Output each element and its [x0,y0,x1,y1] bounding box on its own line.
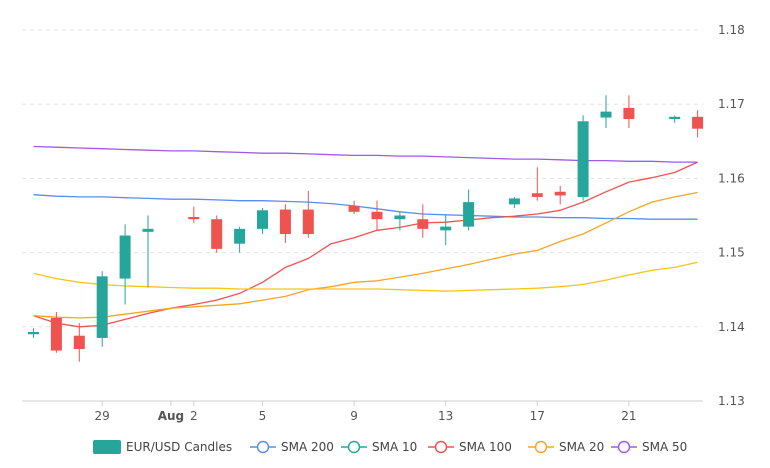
candle [417,204,429,238]
legend-item[interactable]: SMA 50 [611,440,687,454]
candle-body [669,116,681,120]
legend-label: SMA 20 [559,440,604,454]
candle [279,204,291,243]
candle-body [531,193,543,197]
legend-item[interactable]: EUR/USD Candles [93,440,232,454]
candle [188,206,200,223]
candle-body [188,216,200,220]
candle [73,323,85,362]
candle-body [142,228,154,232]
legend-swatch-marker [617,440,631,454]
candle [531,167,543,201]
axis-layer: 1.18 1.17 1.16 1.15 1.14 1.13 29 Aug 2 5 9 13 17 21 [22,23,745,423]
x-tick-label: 13 [438,409,453,423]
candle-body [119,235,131,279]
candle [234,226,246,253]
candle [394,211,406,231]
candle-body [348,205,360,212]
candle [119,224,131,305]
candle [28,328,39,338]
candle-body [463,202,475,227]
series-line-sma-200 [33,194,698,220]
candle-body [692,116,704,129]
series-line-sma-20 [33,191,698,319]
legend-label: SMA 200 [281,440,334,454]
candle [257,208,268,235]
y-tick-label: 1.16 [718,171,745,185]
legend-item[interactable]: SMA 20 [528,440,604,454]
legend: EUR/USD Candles SMA 200 SMA 10 SMA 100 SMA 2… [93,440,687,454]
candle [50,311,62,353]
y-tick-label: 1.14 [718,320,745,334]
legend-label: SMA 10 [372,440,417,454]
candle-body [234,228,246,244]
candle [211,215,223,253]
legend-swatch-marker [256,440,270,454]
candle-body [554,191,566,196]
sma-layer [33,145,698,328]
candle [463,189,475,231]
candle [692,110,704,138]
candle [440,215,452,246]
candle [577,115,589,201]
legend-swatch-marker [434,440,448,454]
x-tick-label: Aug [158,409,184,423]
y-tick-label: 1.18 [718,23,745,37]
candle-body [211,219,223,249]
y-tick-label: 1.17 [718,97,745,111]
candle [96,271,108,347]
candle [600,95,612,128]
candle-body [440,226,452,231]
legend-swatch-marker [347,440,361,454]
legend-swatch [93,440,121,454]
candle [348,200,360,215]
candle-body [417,219,429,229]
candle-layer [28,95,704,362]
legend-swatch-marker [534,440,548,454]
candle-body [279,209,291,235]
candle [669,115,681,123]
series-line-sma-100 [33,161,698,328]
y-tick-label: 1.15 [718,246,745,260]
candle [623,95,635,128]
candle-body [371,211,383,220]
candle-body [394,215,406,220]
x-tick-label: 9 [350,409,358,423]
legend-item[interactable]: SMA 100 [428,440,512,454]
legend-label: EUR/USD Candles [126,440,232,454]
x-tick-label: 2 [190,409,198,423]
candle-body [73,335,85,350]
candle [554,185,566,205]
legend-label: SMA 100 [459,440,512,454]
candle-body [623,107,635,120]
legend-item[interactable]: SMA 10 [341,440,417,454]
candle-body [577,121,589,197]
candle [302,191,314,238]
candle [508,196,520,209]
candle-body [96,276,108,338]
x-tick-label: 29 [95,409,110,423]
candle-body [508,198,520,205]
x-tick-label: 17 [530,409,545,423]
x-tick-label: 5 [259,409,267,423]
grid-layer [22,29,703,402]
candle-body [28,331,39,335]
candle-body [302,209,314,235]
legend-item[interactable]: SMA 200 [250,440,334,454]
y-tick-label: 1.13 [718,394,745,408]
candle [371,200,383,231]
legend-label: SMA 50 [642,440,687,454]
candle-body [600,111,612,118]
candle-body [257,210,268,229]
series-line-sma-50 [33,145,698,163]
candle [142,215,154,288]
x-tick-label: 21 [621,409,636,423]
candle-body [50,317,62,351]
series-line-sma-20-band [33,261,698,292]
